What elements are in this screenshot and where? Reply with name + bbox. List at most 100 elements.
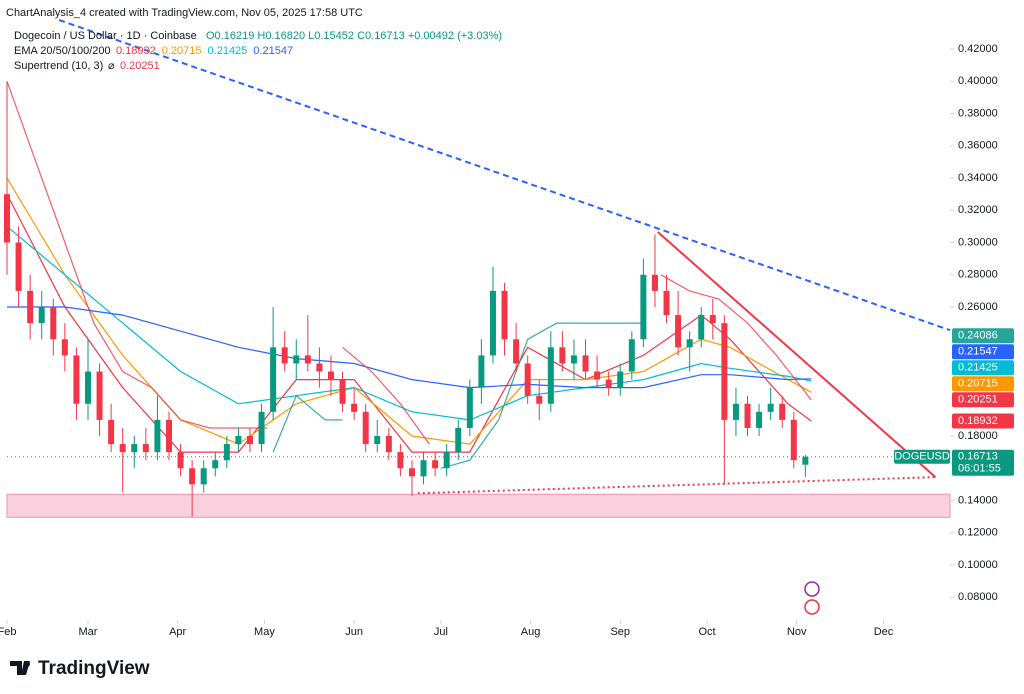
ema-line [6,177,812,445]
ema-line [6,193,812,453]
candle-body [235,436,242,445]
candle-body [84,371,91,404]
candle-body [501,290,508,340]
candle-body [165,419,172,453]
price-tag [952,376,1014,392]
y-tick-label: 0.18000 [958,430,998,442]
candle-body [351,403,358,412]
candle-body [594,371,601,380]
price-tag-text: 0.20715 [958,378,998,390]
price-tag [952,328,1014,344]
supertrend-line [272,394,343,453]
x-tick-label: Aug [521,626,541,638]
symbol-tag-text: DOGEUSD [894,451,950,463]
price-tag [952,344,1014,360]
candle-body [385,436,392,453]
candle-body [489,290,496,356]
candle-body [420,460,427,477]
x-tick-label: Oct [698,626,715,638]
candle-body [397,452,404,469]
candle-body [142,444,149,453]
candle-body [408,468,415,477]
y-tick-label: 0.12000 [958,527,998,539]
ema-value: 0.21547 [253,45,293,57]
y-tick-label: 0.36000 [958,140,998,152]
candle-body [547,347,554,404]
candle-body [559,347,566,364]
trendline [657,231,937,478]
candle-body [524,363,531,396]
ohlc: O0.16219 H0.16820 L0.15452 C0.16713 +0.0… [206,30,502,42]
candle-body [478,355,485,388]
price-tag-text: 0.20251 [958,394,998,406]
candle-body [374,436,381,445]
y-tick-label: 0.28000 [958,269,998,281]
price-tag-text: 0.24086 [958,330,998,342]
candle-body [570,355,577,364]
countdown: 06:01:55 [958,463,1001,475]
candle-body [293,355,300,364]
candle-body [281,347,288,364]
candle-body [617,371,624,388]
supertrend-line [440,322,644,469]
y-tick-label: 0.42000 [958,43,998,55]
candle-body [756,411,763,428]
candle-body [432,460,439,469]
ema-label: EMA 20/50/100/200 [14,45,111,57]
x-tick-label: Apr [169,626,186,638]
candle-body [640,274,647,340]
y-tick-label: 0.32000 [958,204,998,216]
trendline [58,19,951,332]
candle-body [686,339,693,348]
candle-body [304,355,311,364]
brand: TradingView [38,658,150,679]
ema-value: 0.20715 [162,45,202,57]
supertrend-line [660,274,812,401]
candle-body [258,411,265,445]
candle-body [767,403,774,412]
ema-line [7,306,812,389]
y-tick-label: 0.08000 [958,591,998,603]
candle-body [339,379,346,404]
candle-body [154,419,161,453]
candle-body [73,355,80,404]
trendline [417,476,936,495]
candle-body [96,371,103,420]
candle-body [455,427,462,453]
x-tick-label: Nov [787,626,807,638]
plot [4,19,954,624]
candle-body [536,395,543,404]
candle-body [443,452,450,469]
price-tag-text: 0.18932 [958,415,998,427]
y-tick-label: 0.38000 [958,107,998,119]
supertrend-symbol: ⌀ [108,60,115,72]
y-tick-label: 0.14000 [958,494,998,506]
candle-body [362,411,369,445]
price-tag-text: 0.21547 [958,346,998,358]
supertrend-label: Supertrend (10, 3) [14,60,103,72]
candle-body [223,444,230,461]
candle-body [177,452,184,469]
candle-body [212,460,219,469]
candle-body [732,403,739,420]
candle-body [802,456,809,465]
candle-body [270,347,277,412]
candle-body [327,371,334,380]
candle-body [200,468,207,485]
candle-body [698,315,705,340]
candle-body [651,274,658,291]
y-tick-label: 0.40000 [958,75,998,87]
ema-value: 0.21425 [208,45,248,57]
watermark: ChartAnalysis_4 created with TradingView… [6,7,363,19]
y-tick-label: 0.34000 [958,172,998,184]
price-tag-text: 0.16713 [958,451,998,463]
symbol-tag [894,449,950,464]
candle-body [61,339,68,356]
x-tick-label: Sep [610,626,630,638]
candle-body [790,419,797,461]
candle-body [246,436,253,445]
candle-body [582,355,589,372]
x-tick-label: Jun [345,626,363,638]
candle-body [605,379,612,388]
